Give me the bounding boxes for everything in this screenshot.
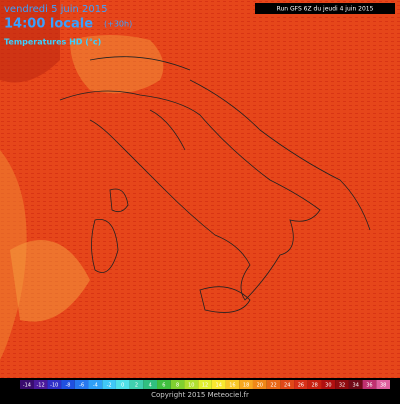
legend-swatch <box>321 380 336 389</box>
legend-swatch <box>170 380 185 389</box>
legend-swatch <box>252 380 267 389</box>
legend-label: -12 <box>36 383 44 389</box>
legend-swatch <box>74 380 89 389</box>
legend-swatch <box>129 380 144 389</box>
coastlines <box>59 56 371 313</box>
legend-swatch <box>88 380 103 389</box>
legend-swatch <box>225 380 240 389</box>
legend-swatch <box>47 380 62 389</box>
legend-label: -14 <box>23 383 31 389</box>
legend-swatch <box>143 380 158 389</box>
legend-label: 26 <box>298 383 304 389</box>
legend-swatch <box>33 380 48 389</box>
legend-swatch <box>362 380 377 389</box>
legend-swatch <box>102 380 116 389</box>
run-info: Run GFS 6Z du jeudi 4 juin 2015 <box>277 6 374 13</box>
legend-label: 22 <box>270 383 276 389</box>
legend-swatch <box>211 380 226 389</box>
legend-label: 28 <box>311 383 317 389</box>
legend-label: -2 <box>107 383 112 389</box>
color-legend: -14 -12 -10 -8 -6 -4 -2 0 2 4 6 8 10 12 14 16 18 20 22 24 26… <box>20 380 390 389</box>
legend-label: -10 <box>50 383 58 389</box>
legend-swatch <box>307 380 322 389</box>
legend-swatch <box>61 380 75 389</box>
legend-label: 38 <box>380 383 386 389</box>
legend-label: 16 <box>229 383 235 389</box>
legend-label: 0 <box>121 383 124 389</box>
legend-swatch <box>348 380 363 389</box>
legend-label: -8 <box>65 383 70 389</box>
time: 14:00 locale <box>4 17 93 32</box>
legend-label: 4 <box>149 383 152 389</box>
legend-label: 14 <box>216 383 222 389</box>
legend-label: 10 <box>188 383 194 389</box>
date: vendredi 5 juin 2015 <box>4 4 108 15</box>
warm-area <box>10 240 90 322</box>
legend-swatch <box>239 380 253 389</box>
legend-label: 6 <box>162 383 165 389</box>
legend-swatch <box>198 380 212 389</box>
legend-swatch <box>280 380 295 389</box>
product: Temperatures HD (°c) <box>4 38 101 47</box>
legend-label: 18 <box>243 383 249 389</box>
legend-label: 34 <box>353 383 359 389</box>
legend-label: -6 <box>79 383 84 389</box>
legend-swatch <box>266 380 281 389</box>
legend-swatch <box>20 380 34 389</box>
warm-area <box>70 35 164 94</box>
legend-label: 8 <box>176 383 179 389</box>
copyright: Copyright 2015 Meteociel.fr <box>151 391 249 399</box>
offset: (+30h) <box>104 20 132 29</box>
legend-label: 32 <box>339 383 345 389</box>
legend-label: 30 <box>325 383 331 389</box>
legend-swatch <box>376 380 390 389</box>
temperature-field <box>0 0 400 378</box>
legend-label: 24 <box>284 383 290 389</box>
legend-swatch <box>294 380 308 389</box>
legend-label: 12 <box>202 383 208 389</box>
legend-label: -4 <box>93 383 98 389</box>
run-box <box>255 3 395 14</box>
legend-swatch <box>157 380 171 389</box>
legend-label: 20 <box>257 383 263 389</box>
legend-label: 2 <box>135 383 138 389</box>
legend-swatch <box>184 380 199 389</box>
legend-swatch <box>335 380 349 389</box>
legend-swatch <box>115 380 130 389</box>
legend-label: 36 <box>366 383 372 389</box>
cool-area <box>0 0 60 83</box>
